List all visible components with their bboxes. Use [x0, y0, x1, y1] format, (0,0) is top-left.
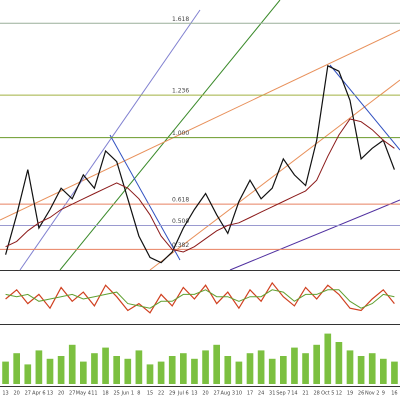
volume-bar	[380, 358, 387, 384]
level-label: 0.382	[172, 242, 189, 249]
volume-bar	[157, 361, 165, 384]
series-line	[5, 289, 395, 309]
volume-bar	[135, 350, 143, 384]
volume-bar	[313, 344, 320, 384]
x-tick-label: 11	[91, 391, 97, 397]
x-tick-label: 20	[13, 391, 19, 397]
volume-bar	[224, 356, 232, 384]
trendlines	[0, 0, 400, 271]
volume-bar	[2, 361, 9, 384]
x-tick-label: 18	[102, 391, 108, 397]
x-tick-label: Sep 7	[276, 391, 290, 397]
x-tick-label: Jul 6	[177, 391, 189, 397]
x-tick-label: 27	[69, 391, 75, 397]
volume-bar	[324, 333, 332, 384]
volume-bar	[113, 356, 120, 384]
series-line	[5, 64, 395, 264]
volume-bar	[191, 358, 198, 384]
x-tick-label: 27	[25, 391, 31, 397]
volume-bar	[168, 356, 176, 384]
x-tick-label: 20	[58, 391, 64, 397]
volume-bar	[246, 353, 254, 384]
x-tick-label: 19	[347, 391, 353, 397]
volume-bar	[391, 361, 398, 384]
volume-bar	[180, 353, 187, 384]
x-tick-label: 12	[336, 391, 342, 397]
x-tick-label: Apr 6	[32, 391, 45, 397]
trendline	[109, 134, 181, 261]
volume-bar	[291, 347, 298, 384]
x-tick-label: 26	[358, 391, 364, 397]
volume-bar	[13, 353, 20, 384]
x-tick-label: 13	[47, 391, 53, 397]
x-tick-label: Nov 2	[365, 391, 380, 397]
x-tick-label: 24	[258, 391, 264, 397]
volume-bar	[57, 356, 65, 384]
level-label: 0.618	[172, 197, 189, 204]
volume-bar	[346, 350, 354, 384]
x-tick-label: 10	[236, 391, 242, 397]
x-tick-label: 20	[202, 391, 208, 397]
x-tick-label: 25	[113, 391, 119, 397]
trendline	[229, 199, 400, 271]
x-tick-label: 15	[147, 391, 153, 397]
volume-bar	[46, 358, 54, 384]
x-tick-label: 22	[158, 391, 164, 397]
level-label: 1.618	[172, 16, 189, 23]
x-tick-label: 21	[302, 391, 308, 397]
x-tick-label: Aug 3	[221, 391, 236, 397]
trendline	[19, 9, 201, 271]
level-label: 0.500	[172, 218, 189, 225]
volume-bar	[302, 353, 309, 384]
x-tick-label: 9	[382, 391, 385, 397]
x-tick-label: 28	[313, 391, 319, 397]
trendline	[149, 79, 400, 271]
series-line	[5, 118, 395, 253]
volume-bar	[124, 358, 132, 384]
volume-bar	[24, 364, 32, 384]
x-tick-label: 31	[269, 391, 275, 397]
x-tick-label: Jun 1	[120, 391, 134, 397]
volume-bar	[202, 350, 209, 384]
volume-bar	[268, 358, 276, 384]
volume-bar	[257, 350, 265, 384]
level-label: 1.000	[172, 130, 189, 137]
x-tick-label: 17	[247, 391, 253, 397]
volume-bar	[280, 356, 287, 384]
volume-bar	[368, 353, 376, 384]
x-tick-label: 13	[2, 391, 8, 397]
volume-bar	[102, 347, 109, 384]
volume-bar	[335, 342, 343, 384]
volume-bar	[35, 350, 43, 384]
volume-bar	[91, 353, 98, 384]
x-tick-label: 29	[169, 391, 175, 397]
volume-bar	[213, 344, 220, 384]
volume-bar	[357, 356, 365, 384]
x-tick-label: 8	[137, 391, 140, 397]
trendline	[0, 29, 400, 221]
volume-bar	[68, 344, 76, 384]
volume-bar	[235, 361, 243, 384]
volume-bar	[80, 361, 87, 384]
x-tick-label: Oct 5	[321, 391, 334, 397]
volume-bar	[146, 364, 154, 384]
x-tick-label: 16	[391, 391, 397, 397]
x-tick-label: May 4	[76, 391, 91, 397]
x-tick-label: 13	[191, 391, 197, 397]
x-tick-label: 14	[291, 391, 297, 397]
x-tick-label: 27	[213, 391, 219, 397]
level-label: 1.236	[172, 88, 189, 95]
